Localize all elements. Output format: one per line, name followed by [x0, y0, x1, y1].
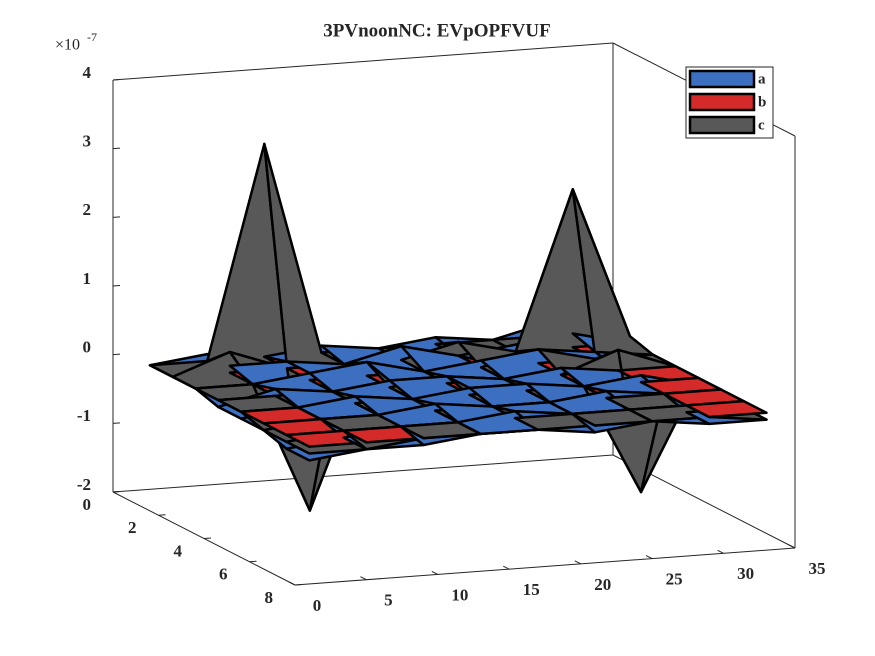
- x-tick-label: 15: [523, 580, 540, 599]
- y-tick-label: 6: [219, 565, 228, 584]
- x-tick-label: 20: [594, 575, 611, 594]
- z-tick: [112, 147, 121, 150]
- z-tick: [112, 353, 121, 356]
- z-tick-label: 2: [83, 200, 92, 219]
- legend: abc: [685, 66, 774, 139]
- x-tick: [574, 560, 581, 565]
- z-tick-label: -1: [77, 406, 91, 425]
- y-tick: [158, 514, 166, 516]
- legend-swatch: [688, 115, 756, 135]
- x-tick-label: 25: [666, 569, 683, 588]
- z-tick: [112, 285, 121, 287]
- y-tick: [294, 584, 303, 586]
- x-tick-label: 5: [384, 591, 393, 610]
- y-tick-label: 8: [265, 588, 274, 607]
- z-tick: [112, 422, 121, 424]
- x-tick-label: 0: [313, 596, 322, 615]
- x-tick: [431, 570, 439, 575]
- y-tick: [203, 537, 212, 539]
- legend-swatch: [688, 92, 756, 112]
- x-tick-label: 10: [451, 585, 468, 604]
- z-exponent-base: ×10: [55, 37, 80, 54]
- z-tick-label: 0: [83, 338, 92, 357]
- legend-label: b: [758, 94, 766, 110]
- y-tick-label: 2: [128, 518, 137, 537]
- z-tick-label: -2: [77, 475, 91, 494]
- y-tick: [249, 560, 257, 563]
- z-tick-label: 3: [83, 132, 92, 151]
- x-tick: [503, 565, 510, 570]
- z-tick: [112, 216, 121, 218]
- z-tick-label: 1: [83, 269, 92, 288]
- x-tick: [717, 549, 724, 554]
- z-tick-label: 4: [83, 63, 92, 82]
- x-tick: [788, 544, 796, 549]
- x-tick-label: 35: [809, 559, 826, 578]
- axis-line: [112, 454, 614, 493]
- x-tick: [288, 581, 296, 586]
- legend-label: a: [758, 71, 766, 87]
- surface-face: [685, 399, 768, 419]
- z-exponent: -7: [87, 30, 97, 44]
- legend-label: c: [758, 117, 765, 133]
- x-tick: [360, 576, 367, 581]
- axis-line: [294, 547, 796, 586]
- x-tick-label: 30: [737, 564, 754, 583]
- z-tick: [112, 79, 121, 81]
- x-tick: [645, 555, 653, 560]
- chart-title: 3PVnoonNC: EVpOPFVUF: [323, 20, 550, 41]
- axis-line: [112, 42, 614, 81]
- y-tick: [112, 491, 121, 493]
- surface: [148, 142, 768, 512]
- legend-swatch: [688, 69, 756, 89]
- y-tick-label: 0: [83, 495, 92, 514]
- y-tick-label: 4: [174, 541, 183, 560]
